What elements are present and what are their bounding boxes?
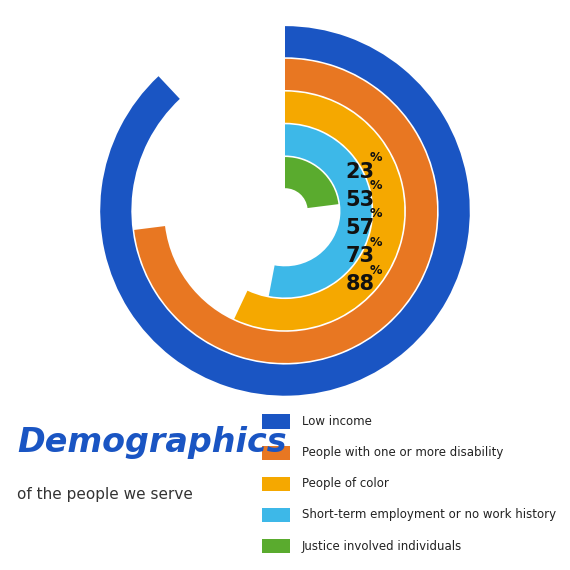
- Text: Short-term employment or no work history: Short-term employment or no work history: [302, 508, 556, 522]
- Wedge shape: [134, 59, 437, 363]
- Wedge shape: [234, 92, 404, 330]
- Text: 88: 88: [345, 274, 374, 294]
- Wedge shape: [269, 124, 372, 298]
- Text: 57: 57: [345, 218, 374, 238]
- Text: %: %: [369, 235, 382, 249]
- Text: Demographics: Demographics: [17, 426, 287, 459]
- Text: %: %: [369, 151, 382, 164]
- Wedge shape: [285, 157, 339, 208]
- FancyBboxPatch shape: [262, 477, 291, 491]
- FancyBboxPatch shape: [262, 539, 291, 553]
- Text: of the people we serve: of the people we serve: [17, 487, 193, 502]
- Wedge shape: [100, 26, 470, 396]
- Text: People with one or more disability: People with one or more disability: [302, 446, 503, 459]
- Text: Justice involved individuals: Justice involved individuals: [302, 540, 462, 552]
- FancyBboxPatch shape: [262, 446, 291, 460]
- Text: %: %: [369, 264, 382, 276]
- Text: Low income: Low income: [302, 415, 372, 428]
- Text: 73: 73: [345, 246, 374, 266]
- Text: %: %: [369, 180, 382, 192]
- Text: 53: 53: [345, 190, 374, 210]
- FancyBboxPatch shape: [262, 508, 291, 522]
- Text: 23: 23: [345, 162, 374, 182]
- Text: People of color: People of color: [302, 477, 389, 490]
- Text: %: %: [369, 207, 382, 221]
- FancyBboxPatch shape: [262, 414, 291, 429]
